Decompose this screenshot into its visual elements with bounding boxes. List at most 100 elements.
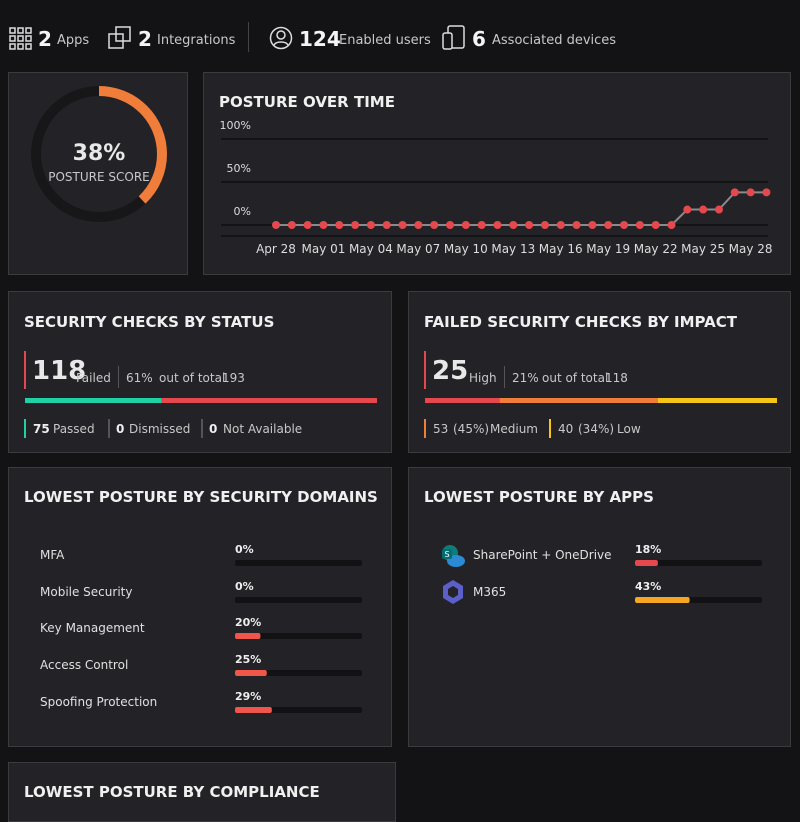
low-count: 40 — [558, 422, 574, 436]
stat-label: Integrations — [157, 33, 236, 48]
progress-bar — [235, 633, 362, 640]
x-tick-label: May 04 — [349, 242, 393, 256]
data-point — [319, 221, 328, 229]
data-point — [414, 221, 423, 229]
data-point — [730, 188, 739, 197]
apps-card: LOWEST POSTURE BY APPS S SharePoint + On… — [408, 467, 791, 747]
data-point — [303, 221, 312, 229]
domains-card: LOWEST POSTURE BY SECURITY DOMAINS MFA 0%… — [8, 467, 392, 747]
line-chart: 0%50%100%Apr 28 May 01 May 04 May 07 May 10 M… — [220, 119, 773, 256]
svg-text:S: S — [444, 550, 449, 559]
bar — [235, 706, 272, 713]
failed-label: Failed — [76, 371, 111, 385]
na-label: Not Available — [223, 422, 303, 436]
bar-segment — [499, 398, 658, 403]
stat-value: 2 — [38, 27, 52, 51]
bar-track — [635, 560, 762, 566]
failed-count: 118 — [32, 356, 87, 386]
dismissed-count: 0 — [116, 422, 125, 436]
x-tick-label: May 16 — [539, 242, 583, 256]
item-percent: 25% — [235, 653, 262, 667]
data-point — [493, 221, 502, 229]
stat-value: 124 — [299, 27, 341, 51]
high-count: 25 — [432, 356, 469, 386]
data-point — [446, 221, 455, 229]
data-point — [272, 221, 280, 229]
ring-arc — [31, 86, 167, 222]
score-ring — [31, 86, 167, 222]
progress-bar — [635, 560, 762, 566]
data-point — [588, 221, 597, 229]
bar-track — [235, 670, 362, 677]
x-tick-label: May 22 — [634, 242, 678, 256]
data-point — [509, 221, 518, 229]
accent — [549, 419, 551, 438]
data-point — [572, 221, 581, 229]
accent — [424, 351, 426, 389]
data-point — [287, 221, 296, 229]
x-tick-label: May 13 — [491, 242, 535, 256]
chart-title: POSTURE OVER TIME — [219, 93, 395, 111]
x-tick-label: May 28 — [729, 242, 773, 256]
card-title: SECURITY CHECKS BY STATUS — [24, 313, 275, 331]
item-name: MFA — [40, 548, 65, 562]
item-name: Key Management — [40, 621, 145, 636]
item-percent: 20% — [235, 616, 262, 630]
out-of: out of total — [542, 371, 609, 385]
bar-segment — [25, 398, 162, 403]
x-tick-label: Apr 28 — [256, 242, 296, 256]
progress-bar — [235, 706, 362, 713]
users-icon — [269, 26, 293, 50]
data-point — [651, 221, 660, 229]
divider — [118, 366, 119, 388]
accent — [201, 419, 203, 438]
progress-bar — [235, 670, 362, 677]
y-tick-label: 0% — [234, 205, 251, 218]
x-tick-label: May 10 — [444, 242, 488, 256]
low-label: Low — [617, 422, 641, 436]
medium-label: Medium — [490, 422, 538, 436]
data-point — [351, 221, 360, 229]
x-tick-label: May 01 — [302, 242, 346, 256]
out-of: out of total — [159, 371, 226, 385]
low-pct: (34%) — [578, 422, 615, 436]
item-name: Access Control — [40, 658, 129, 673]
item-percent: 0% — [235, 579, 254, 593]
integrations-icon — [108, 26, 131, 49]
bar-segment — [425, 398, 500, 403]
data-point — [525, 221, 534, 229]
percent: 61% — [126, 371, 153, 385]
data-point — [430, 221, 439, 229]
x-tick-label: May 07 — [396, 242, 440, 256]
accent — [24, 351, 26, 389]
high-label: High — [469, 371, 497, 385]
y-tick-label: 50% — [227, 162, 251, 175]
bar-track — [235, 560, 362, 566]
na-count: 0 — [209, 422, 218, 436]
impact-card: FAILED SECURITY CHECKS BY IMPACT 25 High… — [408, 291, 791, 453]
m365-icon — [443, 580, 463, 604]
data-point — [556, 221, 565, 229]
data-point — [382, 221, 391, 229]
stat-label: Apps — [57, 33, 90, 48]
x-tick-label: May 19 — [586, 242, 630, 256]
data-point — [635, 221, 644, 229]
stat-label: Associated devices — [492, 33, 617, 48]
bar — [235, 670, 267, 677]
accent — [24, 419, 26, 438]
status-card: SECURITY CHECKS BY STATUS 118 Failed 61%… — [8, 291, 392, 453]
dismissed-label: Dismissed — [129, 422, 191, 436]
progress-bar — [635, 596, 762, 603]
impact-bar — [425, 398, 777, 403]
data-point — [714, 205, 723, 214]
devices-icon — [442, 25, 465, 50]
score-caption: POSTURE SCORE — [48, 170, 150, 184]
total: 193 — [222, 371, 245, 385]
bar-track — [235, 633, 362, 640]
score-card: 38% POSTURE SCORE — [8, 72, 188, 275]
series-line — [276, 191, 767, 226]
dashboard: 2 Apps 2 Integrations 124 Enabled users … — [8, 22, 791, 822]
page: {"stats":[{"value":2,"label":"Apps"},{"v… — [8, 22, 791, 822]
passed-count: 75 — [33, 422, 50, 436]
data-point — [667, 221, 676, 229]
